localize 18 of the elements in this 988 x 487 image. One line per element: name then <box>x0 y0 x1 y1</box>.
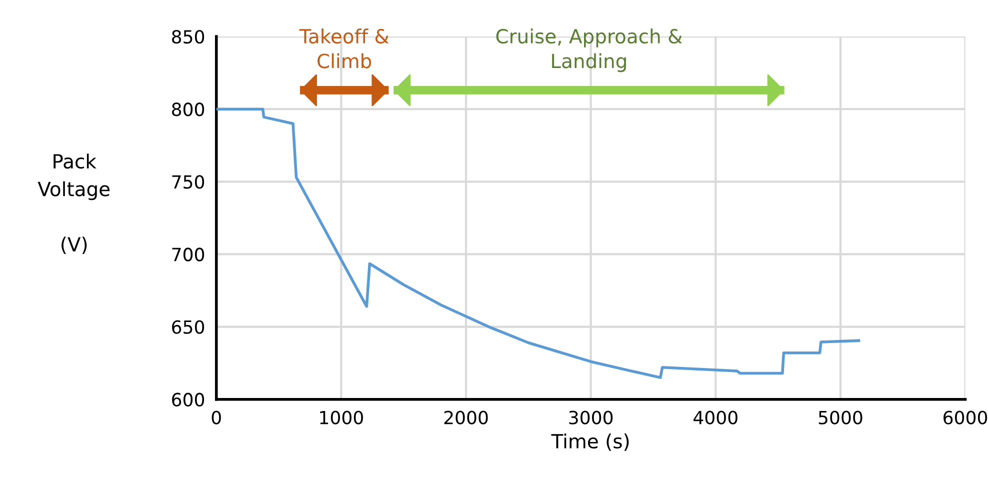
y-tick-label: 600 <box>172 392 204 406</box>
x-tick-label: 3000 <box>569 410 613 424</box>
text: Pack Voltage (V) <box>38 154 110 254</box>
y-tick-label: 700 <box>172 248 204 262</box>
y-tick-label: 650 <box>172 320 204 334</box>
series-label: Cruise, Approach & Landing <box>496 28 682 72</box>
y-tick-label: 750 <box>172 175 204 189</box>
x-tick-label: 2000 <box>444 410 488 424</box>
x-tick-label: 6000 <box>944 410 988 424</box>
series-label: Takeoff & Climb <box>299 28 389 68</box>
x-axis-title: Time (s) <box>551 433 629 451</box>
y-tick-label: 800 <box>172 102 204 116</box>
x-tick-label: 5000 <box>818 410 862 424</box>
x-tick-label: 1000 <box>320 410 363 424</box>
y-tick-label: 850 <box>172 30 204 44</box>
x-tick-label: 4000 <box>694 410 738 424</box>
line-series <box>216 108 862 379</box>
x-tick-label: 0 <box>212 410 221 424</box>
